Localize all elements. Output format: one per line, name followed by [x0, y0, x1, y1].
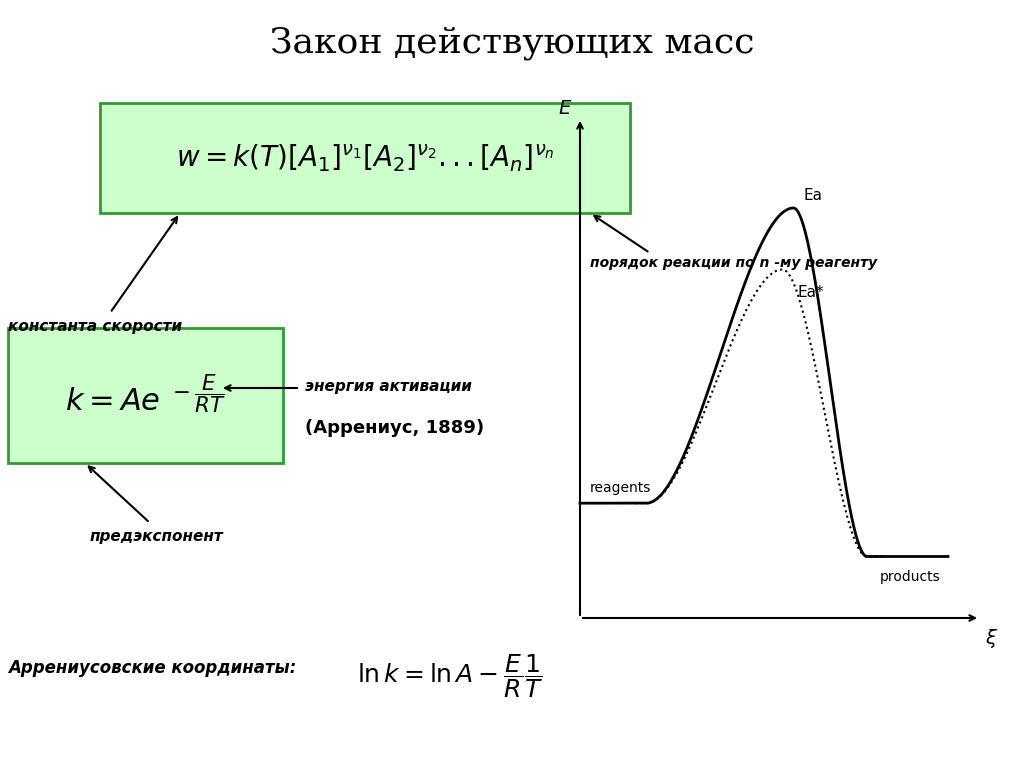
Text: предэкспонент: предэкспонент — [90, 528, 224, 544]
Text: ξ: ξ — [985, 628, 996, 647]
Bar — [8, 328, 283, 463]
Text: энергия активации: энергия активации — [305, 379, 472, 393]
Text: products: products — [880, 570, 941, 584]
Text: $\ln k = \ln A - \dfrac{E}{R}\dfrac{1}{T}$: $\ln k = \ln A - \dfrac{E}{R}\dfrac{1}{T… — [357, 652, 543, 700]
Text: $k = Ae^{\ -\dfrac{E}{RT}}$: $k = Ae^{\ -\dfrac{E}{RT}}$ — [66, 374, 225, 417]
Text: Ea*: Ea* — [798, 284, 824, 300]
Text: порядок реакции по n -му реагенту: порядок реакции по n -му реагенту — [590, 256, 878, 270]
Text: reagents: reagents — [590, 482, 651, 495]
Text: Ea: Ea — [803, 188, 822, 203]
Bar — [100, 103, 630, 213]
Text: (Аррениус, 1889): (Аррениус, 1889) — [305, 419, 484, 437]
Text: Закон действующих масс: Закон действующих масс — [269, 26, 755, 60]
Text: E: E — [559, 99, 571, 118]
Text: Аррениусовские координаты:: Аррениусовские координаты: — [8, 659, 296, 677]
Text: $w = k(T)[A_1]^{\nu_1}[A_2]^{\nu_2}...[A_n]^{\nu_n}$: $w = k(T)[A_1]^{\nu_1}[A_2]^{\nu_2}...[A… — [176, 142, 554, 174]
Text: константа скорости: константа скорости — [8, 319, 182, 333]
